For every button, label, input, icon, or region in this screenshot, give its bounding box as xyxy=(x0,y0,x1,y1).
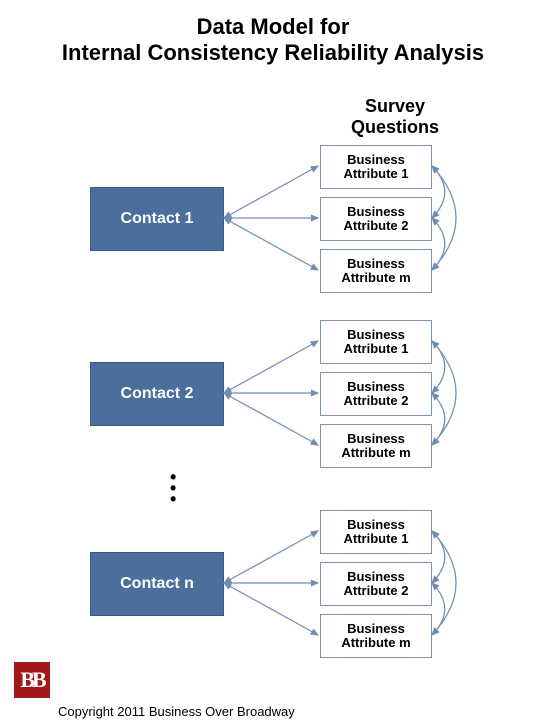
attr-line2: Attribute 2 xyxy=(344,394,409,408)
attr-line1: Business xyxy=(344,153,409,167)
attr-line1: Business xyxy=(341,257,410,271)
attribute-box: BusinessAttribute 1 xyxy=(320,145,432,189)
attribute-box: BusinessAttribute 2 xyxy=(320,372,432,416)
survey-questions-header: SurveyQuestions xyxy=(330,96,460,137)
attr-line1: Business xyxy=(344,570,409,584)
attr-line2: Attribute 1 xyxy=(344,532,409,546)
brand-logo: BB xyxy=(14,662,50,698)
attribute-box: BusinessAttribute 1 xyxy=(320,320,432,364)
connectors-svg xyxy=(0,0,546,726)
attribute-box: BusinessAttribute m xyxy=(320,614,432,658)
ellipsis-dots: ••• xyxy=(170,472,176,504)
attr-line1: Business xyxy=(341,622,410,636)
contact-box: Contact 2 xyxy=(90,362,224,426)
attr-line1: Business xyxy=(344,328,409,342)
attribute-box: BusinessAttribute 1 xyxy=(320,510,432,554)
survey-header-line1: Survey xyxy=(330,96,460,117)
page-title: Data Model forInternal Consistency Relia… xyxy=(0,14,546,67)
contact-box: Contact 1 xyxy=(90,187,224,251)
title-line1: Data Model for xyxy=(0,14,546,40)
attr-line1: Business xyxy=(344,380,409,394)
attr-line2: Attribute 2 xyxy=(344,584,409,598)
attr-line1: Business xyxy=(341,432,410,446)
attr-line1: Business xyxy=(344,205,409,219)
attr-line2: Attribute m xyxy=(341,446,410,460)
attribute-box: BusinessAttribute 2 xyxy=(320,197,432,241)
survey-header-line2: Questions xyxy=(330,117,460,138)
attribute-box: BusinessAttribute 2 xyxy=(320,562,432,606)
attr-line1: Business xyxy=(344,518,409,532)
copyright-text: Copyright 2011 Business Over Broadway xyxy=(58,704,295,719)
attr-line2: Attribute 2 xyxy=(344,219,409,233)
contact-box: Contact n xyxy=(90,552,224,616)
attr-line2: Attribute m xyxy=(341,271,410,285)
attribute-box: BusinessAttribute m xyxy=(320,249,432,293)
attr-line2: Attribute 1 xyxy=(344,342,409,356)
title-line2: Internal Consistency Reliability Analysi… xyxy=(0,40,546,66)
attr-line2: Attribute m xyxy=(341,636,410,650)
attr-line2: Attribute 1 xyxy=(344,167,409,181)
attribute-box: BusinessAttribute m xyxy=(320,424,432,468)
